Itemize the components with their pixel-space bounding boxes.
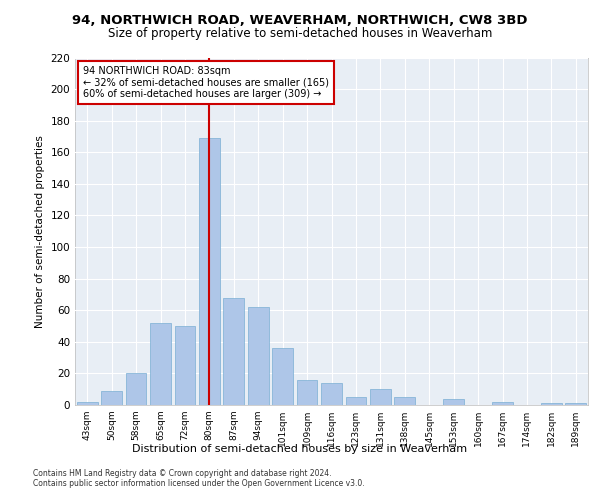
Bar — [346, 397, 367, 405]
Bar — [175, 326, 196, 405]
Bar — [199, 138, 220, 405]
Bar — [296, 380, 317, 405]
Bar — [370, 389, 391, 405]
Bar — [125, 374, 146, 405]
Bar — [321, 383, 342, 405]
Y-axis label: Number of semi-detached properties: Number of semi-detached properties — [35, 135, 45, 328]
Bar — [492, 402, 513, 405]
Bar — [272, 348, 293, 405]
Text: 94, NORTHWICH ROAD, WEAVERHAM, NORTHWICH, CW8 3BD: 94, NORTHWICH ROAD, WEAVERHAM, NORTHWICH… — [72, 14, 528, 27]
Text: Distribution of semi-detached houses by size in Weaverham: Distribution of semi-detached houses by … — [133, 444, 467, 454]
Bar — [565, 404, 586, 405]
Text: Size of property relative to semi-detached houses in Weaverham: Size of property relative to semi-detach… — [108, 28, 492, 40]
Bar — [77, 402, 98, 405]
Bar — [443, 398, 464, 405]
Bar — [248, 307, 269, 405]
Bar — [541, 404, 562, 405]
Text: Contains HM Land Registry data © Crown copyright and database right 2024.
Contai: Contains HM Land Registry data © Crown c… — [33, 469, 365, 488]
Bar — [101, 391, 122, 405]
Bar — [223, 298, 244, 405]
Bar — [150, 323, 171, 405]
Bar — [394, 397, 415, 405]
Text: 94 NORTHWICH ROAD: 83sqm
← 32% of semi-detached houses are smaller (165)
60% of : 94 NORTHWICH ROAD: 83sqm ← 32% of semi-d… — [83, 66, 329, 100]
